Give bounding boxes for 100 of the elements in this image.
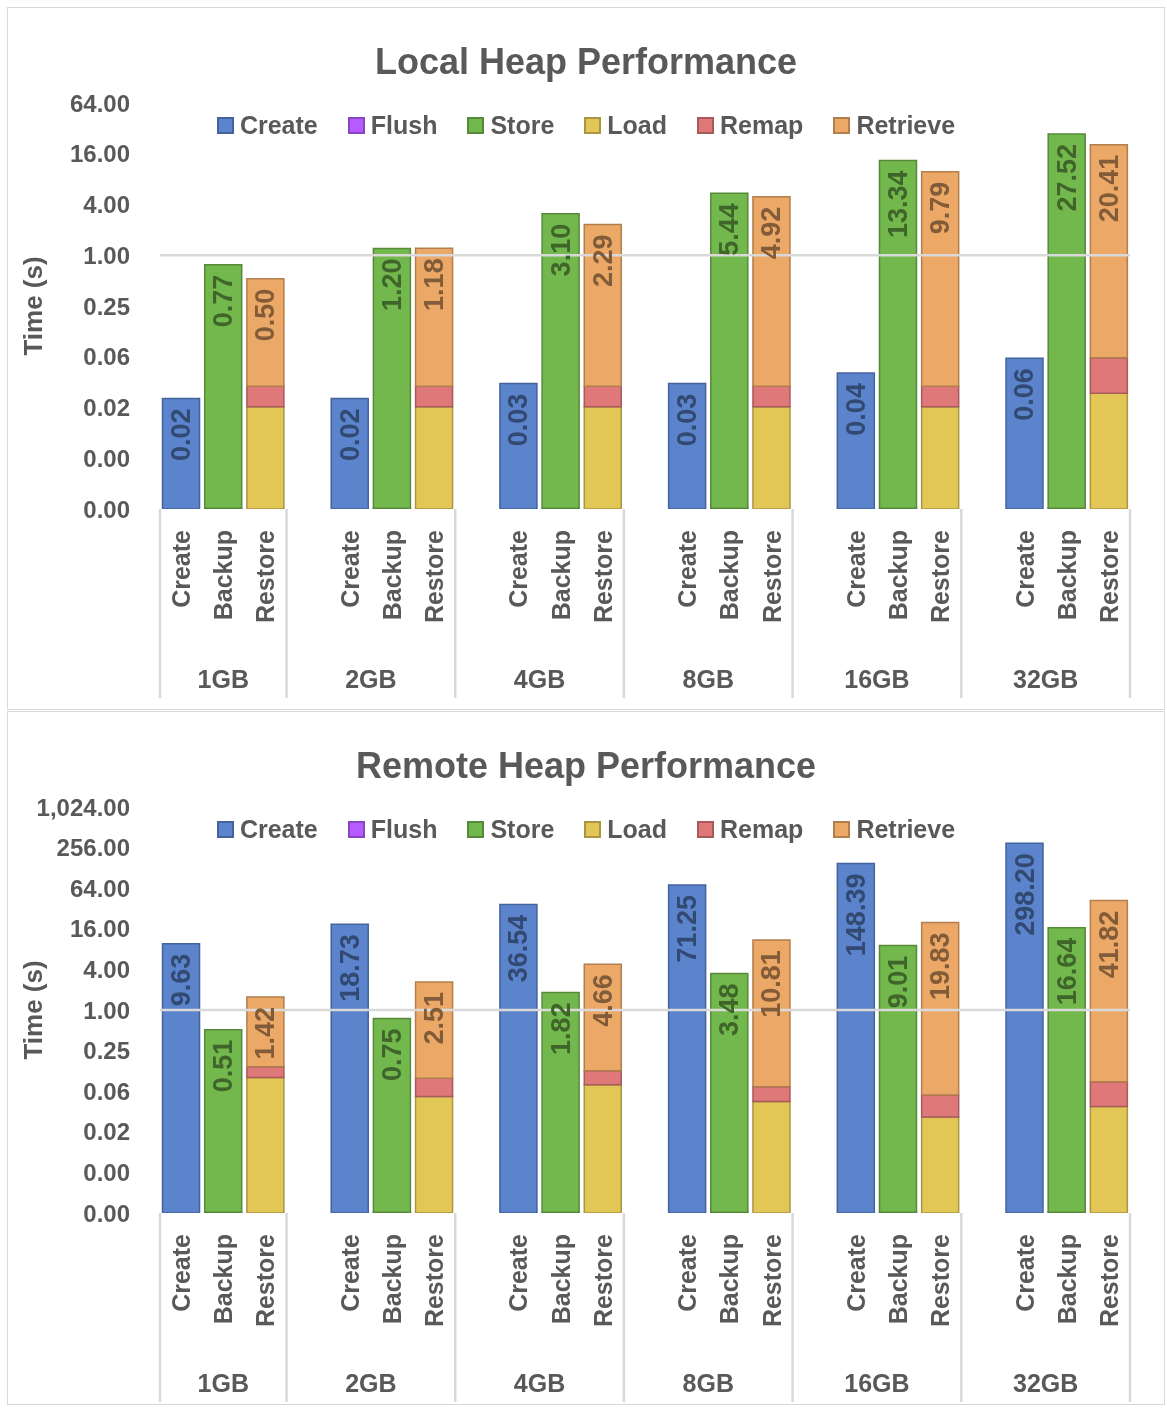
data-label: 20.41 <box>1093 154 1124 223</box>
x-tick-label: Restore <box>757 529 786 624</box>
x-tick-label: Backup <box>209 1234 238 1325</box>
data-label: 0.51 <box>208 1039 239 1093</box>
legend-label: Retrieve <box>856 110 956 141</box>
y-axis-title: Time (s) <box>18 960 48 1060</box>
data-label: 3.48 <box>714 983 745 1037</box>
x-tick-label: Restore <box>926 529 955 624</box>
data-label: 9.01 <box>882 955 913 1009</box>
y-tick-label: 1.00 <box>83 241 130 269</box>
x-tick-label: Restore <box>1094 529 1123 624</box>
y-tick-label: 4.00 <box>83 191 130 219</box>
x-tick-label: Backup <box>1052 530 1081 621</box>
text: 8GB <box>682 1369 734 1397</box>
data-label: 0.75 <box>376 1028 407 1081</box>
legend-label: Load <box>607 110 668 141</box>
x-tick-label: Backup <box>546 1234 575 1325</box>
text: 4GB <box>513 1369 566 1397</box>
x-tick-label: Create <box>1010 529 1039 608</box>
x-tick-label: Create <box>167 529 196 608</box>
data-label: 4.92 <box>756 206 787 260</box>
x-tick-label: Backup <box>546 530 575 621</box>
x-tick-label: Create <box>167 1233 196 1312</box>
data-label: 2.29 <box>587 234 618 288</box>
chart-title: Remote Heap Performance <box>354 744 818 788</box>
data-label: 0.02 <box>166 408 197 462</box>
data-label: 4.66 <box>587 974 618 1027</box>
data-label: 1.18 <box>419 258 450 311</box>
data-label: 71.25 <box>672 895 703 963</box>
data-label: 16.64 <box>1051 937 1082 1006</box>
data-label: 10.81 <box>756 950 787 1018</box>
chart-title: Local Heap Performance <box>373 40 799 84</box>
y-tick-label: 0.00 <box>83 1199 130 1227</box>
y-tick-label: 16.00 <box>69 140 130 168</box>
text: 32GB <box>1013 665 1079 693</box>
y-tick-label: 64.00 <box>69 89 130 117</box>
y-tick-label: 0.02 <box>83 394 130 422</box>
text: 8GB <box>682 665 734 693</box>
x-tick-label: Backup <box>1052 1234 1081 1325</box>
data-label: 0.04 <box>840 383 871 436</box>
legend-label: Load <box>607 814 668 845</box>
data-label: 27.52 <box>1051 143 1082 212</box>
x-tick-label: Restore <box>251 1233 280 1328</box>
x-tick-label: Backup <box>715 530 744 621</box>
x-tick-label: Create <box>504 1233 533 1312</box>
data-label: 0.50 <box>250 288 281 342</box>
data-label: 13.34 <box>882 170 913 238</box>
data-label: 41.82 <box>1093 910 1124 979</box>
legend-label: Remap <box>720 814 804 845</box>
text: 16GB <box>844 1369 910 1397</box>
y-tick-label: 0.25 <box>83 292 130 320</box>
text: 32GB <box>1013 1369 1079 1397</box>
x-tick-label: Restore <box>926 1233 955 1328</box>
data-label: 3.10 <box>545 223 576 277</box>
data-label: 148.39 <box>840 873 871 957</box>
text: 1GB <box>197 665 249 693</box>
y-tick-label: 16.00 <box>69 915 130 943</box>
x-tick-label: Restore <box>757 1233 786 1328</box>
x-tick-label: Create <box>841 529 870 608</box>
legend-label: Store <box>490 814 555 845</box>
y-tick-label: 64.00 <box>69 874 130 902</box>
text: 1GB <box>197 1369 249 1397</box>
legend-label: Flush <box>370 814 438 845</box>
legend-label: Create <box>239 110 318 141</box>
y-axis-title: Time (s) <box>18 256 48 356</box>
x-tick-label: Restore <box>420 1233 449 1328</box>
data-label: 0.03 <box>672 393 703 447</box>
y-tick-label: 1.00 <box>83 996 130 1024</box>
x-tick-label: Backup <box>377 530 406 621</box>
legend-label: Flush <box>370 110 438 141</box>
data-label: 5.44 <box>714 203 745 256</box>
legend-label: Retrieve <box>856 814 956 845</box>
data-label: 298.20 <box>1009 853 1040 936</box>
y-tick-label: 4.00 <box>83 955 130 983</box>
data-label: 1.42 <box>250 1006 281 1060</box>
x-tick-label: Create <box>335 529 364 608</box>
y-tick-label: 0.00 <box>83 444 130 472</box>
legend-label: Remap <box>720 110 804 141</box>
y-tick-label: 0.25 <box>83 1037 130 1065</box>
data-label: 0.77 <box>208 274 239 328</box>
x-tick-label: Restore <box>1094 1233 1123 1328</box>
x-tick-label: Backup <box>884 530 913 621</box>
legend-label: Store <box>490 110 555 141</box>
legend-label: Create <box>239 814 318 845</box>
data-label: 18.73 <box>334 934 365 1002</box>
x-tick-label: Backup <box>209 530 238 621</box>
x-tick-label: Restore <box>251 529 280 624</box>
text: 16GB <box>844 665 910 693</box>
x-tick-label: Create <box>673 529 702 608</box>
x-tick-label: Backup <box>884 1234 913 1325</box>
x-tick-label: Create <box>1010 1233 1039 1312</box>
data-label: 1.82 <box>545 1002 576 1056</box>
data-label: 36.54 <box>503 914 534 983</box>
text: 2GB <box>345 1369 397 1397</box>
x-tick-label: Create <box>673 1233 702 1312</box>
data-label: 9.79 <box>925 181 956 235</box>
y-tick-label: 0.00 <box>83 1158 130 1186</box>
data-label: 2.51 <box>419 991 450 1045</box>
x-tick-label: Backup <box>715 1234 744 1325</box>
data-label: 0.06 <box>1009 368 1040 421</box>
